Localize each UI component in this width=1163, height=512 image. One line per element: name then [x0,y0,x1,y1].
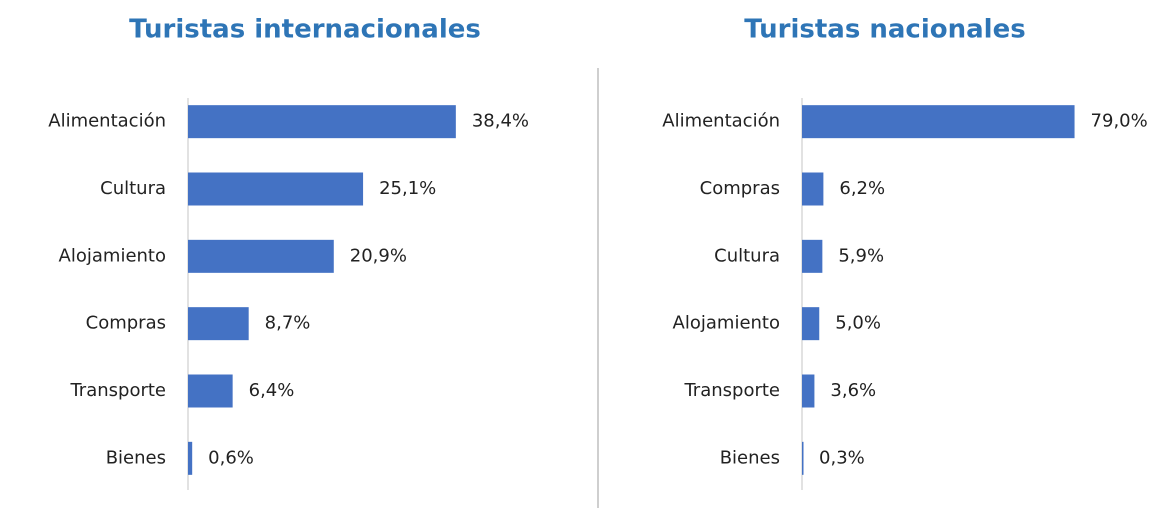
category-label: Bienes [106,447,166,468]
value-label: 6,4% [249,380,295,401]
category-label: Alojamiento [673,313,780,334]
bar [188,307,249,341]
value-label: 5,9% [838,245,884,266]
bar [802,239,823,273]
chart-title: Turistas internacionales [129,15,481,45]
value-label: 38,4% [472,111,529,132]
category-label: Compras [86,313,166,334]
bar [188,105,456,139]
value-label: 8,7% [265,313,311,334]
bar [188,441,193,475]
value-label: 0,3% [819,447,865,468]
value-label: 20,9% [350,245,407,266]
value-label: 0,6% [208,447,254,468]
bar [188,172,364,206]
category-label: Compras [700,178,780,199]
chart-title: Turistas nacionales [744,15,1025,45]
value-label: 6,2% [839,178,885,199]
bar [802,105,1075,139]
category-label: Transporte [69,380,166,401]
category-label: Alimentación [662,111,780,132]
bar [802,441,804,475]
value-label: 3,6% [830,380,876,401]
category-label: Bienes [720,447,780,468]
bar [802,172,824,206]
value-label: 25,1% [379,178,436,199]
category-label: Alimentación [48,111,166,132]
category-label: Transporte [683,380,780,401]
value-label: 5,0% [835,313,881,334]
category-label: Alojamiento [59,245,166,266]
category-label: Cultura [714,245,780,266]
category-label: Cultura [100,178,166,199]
bar [802,307,820,341]
value-label: 79,0% [1091,111,1148,132]
bar [188,239,334,273]
bar [802,374,815,408]
bar [188,374,233,408]
